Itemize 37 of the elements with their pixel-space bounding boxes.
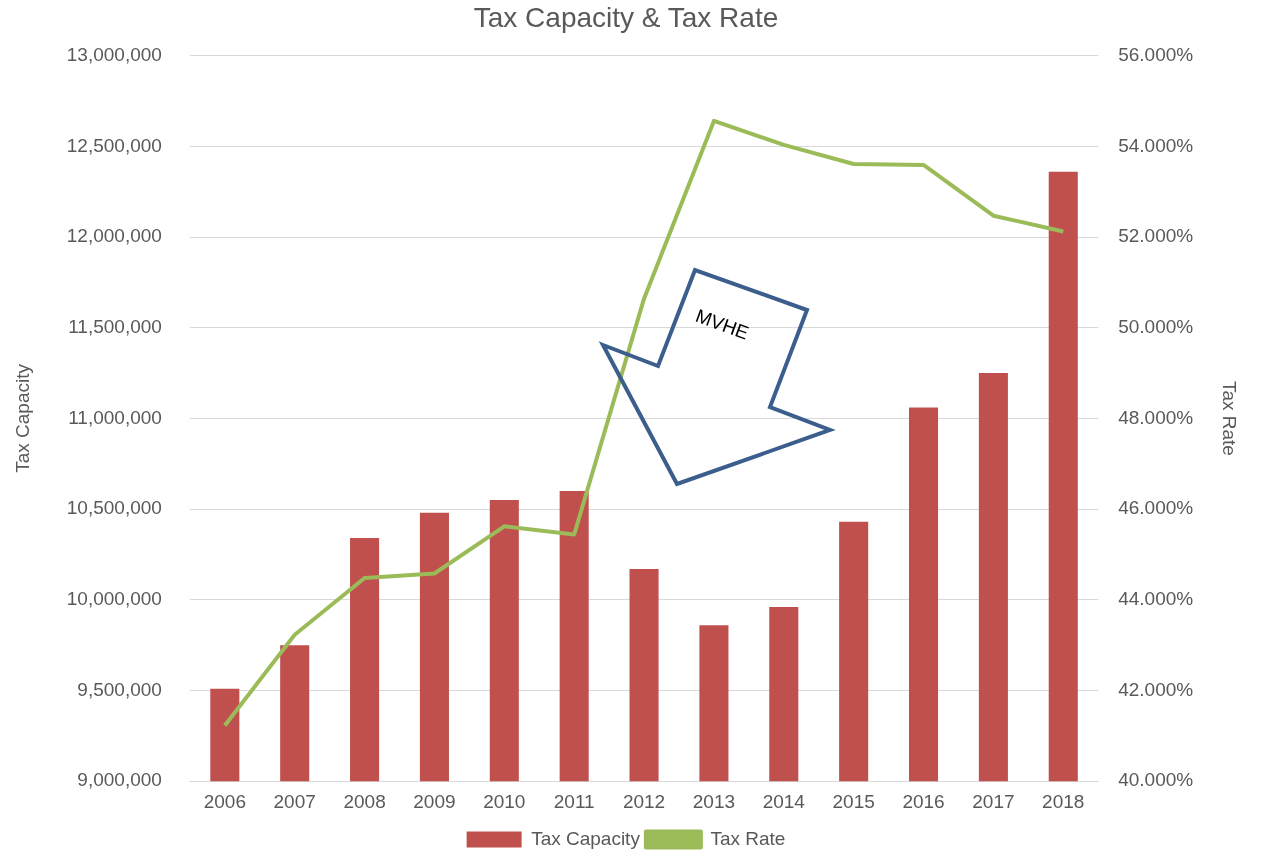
x-tick-label: 2007 [273, 790, 316, 812]
y-tick-label: 11,500,000 [68, 315, 162, 337]
y-tick-label: 9,500,000 [77, 678, 162, 700]
chart-title: Tax Capacity & Tax Rate [473, 1, 779, 33]
legend-label: Tax Capacity [531, 827, 641, 849]
y-tick-label: 10,500,000 [66, 497, 162, 519]
y2-tick-label: 50.000% [1118, 315, 1194, 337]
x-tick-label: 2016 [902, 790, 945, 812]
y2-tick-label: 40.000% [1118, 769, 1194, 791]
y2-tick-label: 54.000% [1118, 134, 1194, 156]
x-tick-label: 2014 [762, 790, 806, 812]
annotation: MVHE [692, 305, 752, 345]
y-tick-label: 13,000,000 [66, 43, 162, 65]
y-tick-label: 11,000,000 [68, 406, 162, 428]
y2-tick-label: 56.000% [1118, 43, 1194, 65]
x-tick-label: 2011 [553, 790, 595, 812]
x-tick-label: 2015 [832, 790, 875, 812]
y-tick-label: 9,000,000 [77, 769, 162, 791]
y2-tick-label: 48.000% [1118, 406, 1194, 428]
y2-tick-label: 44.000% [1118, 588, 1194, 610]
x-tick-label: 2006 [203, 790, 246, 812]
y-tick-label: 12,000,000 [66, 225, 162, 247]
y2-tick-label: 52.000% [1118, 225, 1194, 247]
x-tick-label: 2010 [483, 790, 526, 812]
x-tick-label: 2009 [413, 790, 456, 812]
x-tick-label: 2018 [1042, 790, 1085, 812]
x-tick-label: 2017 [972, 790, 1015, 812]
legend-label: Tax Rate [710, 827, 786, 849]
y2-tick-label: 46.000% [1118, 497, 1194, 519]
x-tick-label: 2008 [343, 790, 386, 812]
x-tick-label: 2013 [692, 790, 736, 812]
y-axis-title: Tax Capacity [11, 363, 33, 473]
y2-tick-label: 42.000% [1118, 678, 1194, 700]
y2-axis-title: Tax Rate [1219, 380, 1241, 456]
x-tick-label: 2012 [622, 790, 666, 812]
y-tick-label: 10,000,000 [66, 588, 162, 610]
y-tick-label: 12,500,000 [66, 134, 162, 156]
